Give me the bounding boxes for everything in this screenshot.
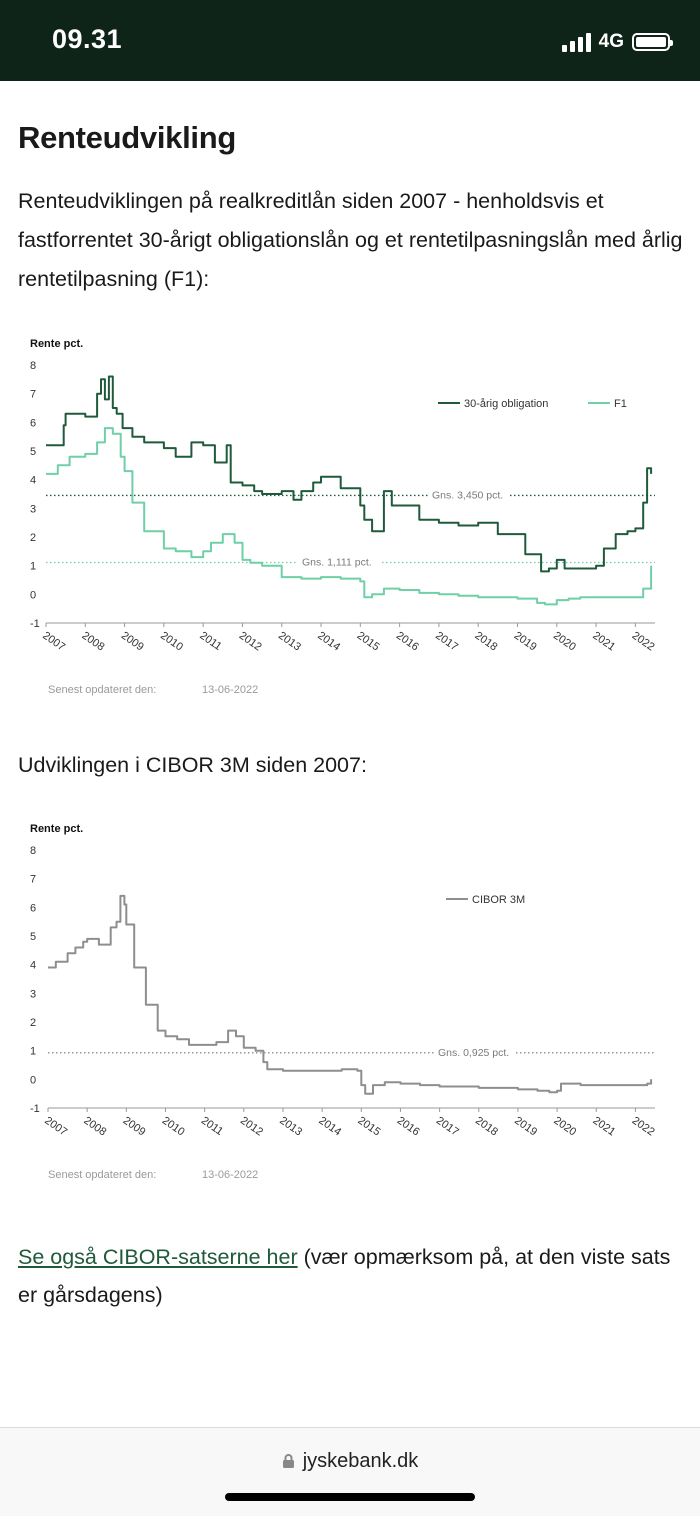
browser-bottom-bar: jyskebank.dk [0, 1427, 700, 1516]
y-tick-label: 4 [30, 960, 36, 972]
intro-text: Renteudviklingen på realkreditlån siden … [18, 189, 683, 291]
y-tick-label: 7 [30, 389, 36, 401]
legend-label: F1 [614, 398, 627, 410]
updated-label: Senest opdateret den: [48, 1169, 156, 1181]
x-tick-label: 2014 [315, 630, 342, 654]
x-tick-label: 2017 [433, 630, 460, 654]
page-title: Renteudvikling [18, 120, 236, 155]
y-tick-label: 1 [30, 561, 36, 573]
x-tick-label: 2016 [395, 1115, 422, 1139]
x-tick-label: 2019 [512, 1115, 539, 1139]
series-line-cibor-3m [48, 894, 653, 1095]
lock-icon [282, 1454, 294, 1468]
url-text: jyskebank.dk [302, 1450, 419, 1472]
x-tick-label: 2009 [119, 630, 146, 654]
y-tick-label: -1 [30, 1103, 40, 1115]
x-tick-label: 2010 [160, 1115, 187, 1139]
battery-icon [632, 33, 673, 51]
y-tick-label: 8 [30, 845, 36, 857]
x-tick-label: 2013 [276, 630, 303, 654]
x-tick-label: 2020 [551, 630, 578, 654]
url-bar[interactable]: jyskebank.dk [0, 1450, 700, 1473]
x-tick-label: 2015 [355, 630, 382, 654]
y-tick-label: -1 [30, 618, 40, 630]
home-indicator[interactable] [225, 1493, 475, 1501]
updated-label: Senest opdateret den: [48, 684, 156, 696]
y-tick-label: 8 [30, 360, 36, 372]
cibor-link[interactable]: Se også CIBOR-satserne her [18, 1245, 298, 1269]
average-label-bg [434, 1044, 516, 1059]
x-tick-label: 2018 [472, 630, 499, 654]
x-tick-label: 2017 [434, 1115, 461, 1139]
status-time: 09.31 [52, 24, 123, 54]
y-tick-label: 1 [30, 1046, 36, 1058]
series-line-f1 [46, 427, 653, 606]
x-tick-label: 2011 [199, 1115, 225, 1138]
x-tick-label: 2022 [630, 1115, 657, 1139]
network-type: 4G [598, 31, 624, 52]
cibor-footnote: Se også CIBOR-satserne her (vær opmærkso… [18, 1238, 678, 1314]
y-tick-label: 2 [30, 1017, 36, 1029]
y-tick-label: 7 [30, 874, 36, 886]
x-tick-label: 2007 [40, 630, 67, 654]
x-tick-label: 2021 [590, 630, 617, 654]
average-label-bg [428, 487, 510, 502]
average-label-bg [298, 554, 380, 569]
x-tick-label: 2015 [356, 1115, 383, 1139]
y-tick-label: 6 [30, 417, 36, 429]
chart-ylabel: Rente pct. [30, 823, 83, 835]
legend-label: CIBOR 3M [472, 894, 525, 906]
y-tick-label: 3 [30, 988, 36, 1000]
y-tick-label: 4 [30, 475, 36, 487]
cibor-chart: Rente pct. -1 0 1 2 3 4 5 6 7 8 2007 2008 2009 2010 201… [30, 823, 657, 1181]
x-tick-label: 2018 [473, 1115, 500, 1139]
x-tick-label: 2008 [81, 1115, 108, 1139]
status-indicators: 4G [561, 30, 673, 54]
y-tick-label: 2 [30, 532, 36, 544]
x-tick-label: 2011 [197, 630, 223, 653]
legend-label: 30-årig obligation [464, 398, 548, 410]
x-tick-label: 2008 [80, 630, 107, 654]
x-tick-label: 2020 [551, 1115, 578, 1139]
status-bar: 09.31 4G [0, 0, 700, 81]
average-label: Gns. 1,111 pct. [302, 556, 372, 568]
y-tick-label: 0 [30, 1074, 36, 1086]
series-line-30-rig-obligation [46, 375, 653, 573]
x-tick-label: 2014 [316, 1115, 343, 1139]
updated-date: 13-06-2022 [202, 684, 258, 696]
y-tick-label: 6 [30, 902, 36, 914]
cibor-heading: Udviklingen i CIBOR 3M siden 2007: [18, 753, 367, 777]
y-tick-label: 5 [30, 446, 36, 458]
y-tick-label: 5 [30, 931, 36, 943]
signal-icon [561, 32, 591, 52]
x-tick-label: 2019 [512, 630, 539, 654]
average-label: Gns. 0,925 pct. [438, 1047, 509, 1059]
x-tick-label: 2009 [121, 1115, 148, 1139]
x-tick-label: 2007 [42, 1115, 69, 1139]
y-tick-label: 0 [30, 589, 36, 601]
updated-date: 13-06-2022 [202, 1169, 258, 1181]
chart-ylabel: Rente pct. [30, 338, 83, 350]
x-tick-label: 2012 [237, 630, 264, 654]
average-label: Gns. 3,450 pct. [432, 489, 503, 501]
interest-rate-chart: Rente pct. -1 0 1 2 3 4 5 6 7 8 2007 2008 2009 2010 201… [30, 338, 657, 696]
x-tick-label: 2022 [630, 630, 657, 654]
x-tick-label: 2016 [394, 630, 421, 654]
x-tick-label: 2012 [238, 1115, 265, 1139]
x-tick-label: 2021 [591, 1115, 618, 1139]
y-tick-label: 3 [30, 503, 36, 515]
x-tick-label: 2013 [277, 1115, 304, 1139]
cibor-note: (vær opmærksom på, at den viste sats er … [18, 1245, 671, 1307]
x-tick-label: 2010 [158, 630, 185, 654]
